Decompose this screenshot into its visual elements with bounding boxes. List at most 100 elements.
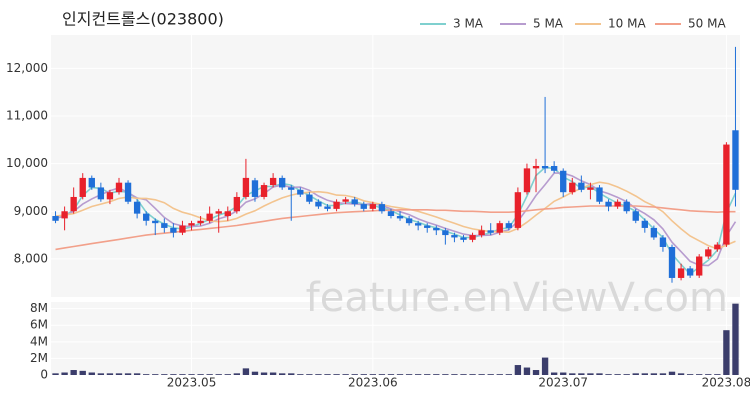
candle-body <box>351 199 358 205</box>
x-tick-label: 2023.07 <box>538 376 588 390</box>
volume-bar <box>550 372 558 375</box>
candle-body <box>705 249 712 257</box>
candle-body <box>532 166 540 169</box>
candle-body <box>451 235 458 238</box>
candle-body <box>487 230 494 233</box>
candle-body <box>251 180 259 197</box>
volume-bar <box>179 374 186 375</box>
candle-body <box>442 230 449 236</box>
candle-body <box>632 211 639 221</box>
candle-body <box>315 201 322 207</box>
candle-body <box>405 218 413 224</box>
volume-bar <box>405 374 413 375</box>
candle-body <box>242 177 250 197</box>
candle-body <box>97 187 105 200</box>
volume-bar <box>315 374 322 375</box>
y-tick-label: 10,000 <box>6 156 48 170</box>
volume-bar <box>532 370 540 375</box>
candle-body <box>133 201 141 214</box>
volume-bar <box>632 373 639 375</box>
candle-body <box>124 182 132 202</box>
x-tick-label: 2023.05 <box>167 376 217 390</box>
volume-bar <box>79 370 86 375</box>
candle-body <box>106 192 114 200</box>
y-tick-label: 9,000 <box>14 204 48 218</box>
candle-body <box>233 196 241 212</box>
volume-bar <box>487 374 494 375</box>
volume-bar <box>578 373 585 375</box>
candle-body <box>143 213 150 221</box>
candle-body <box>460 237 467 240</box>
ma-line <box>55 181 736 250</box>
volume-bar <box>197 374 204 375</box>
volume-bar <box>143 374 150 375</box>
candle-body <box>170 227 177 233</box>
volume-bar <box>723 330 730 375</box>
volume-bar <box>732 303 739 375</box>
volume-bar <box>61 372 68 375</box>
candle-body <box>578 182 585 190</box>
candle-body <box>424 225 431 228</box>
volume-bar <box>288 373 295 375</box>
candle-body <box>152 220 159 224</box>
candle-body <box>587 187 594 190</box>
volume-bar <box>360 374 367 375</box>
volume-bar <box>424 374 431 375</box>
volume-bar <box>378 374 386 375</box>
candle-body <box>569 182 576 193</box>
volume-bar <box>260 372 268 375</box>
y-tick-label: 8,000 <box>14 251 48 265</box>
candle-body <box>88 177 95 188</box>
candle-body <box>269 177 277 186</box>
volume-bar <box>677 373 685 375</box>
volume-bar <box>650 373 658 375</box>
volume-bar <box>387 374 395 375</box>
volume-tick-label: 6M <box>30 318 48 332</box>
volume-bar <box>351 374 358 375</box>
y-tick-label: 12,000 <box>6 61 48 75</box>
candle-body <box>523 168 531 193</box>
volume-bar <box>170 374 177 375</box>
volume-bar <box>696 374 703 375</box>
volume-bar <box>659 373 667 375</box>
volume-bar <box>668 371 676 375</box>
volume-bar <box>242 368 250 375</box>
volume-bar <box>523 367 531 375</box>
volume-bar <box>324 374 331 375</box>
volume-bar <box>124 373 132 375</box>
volume-bar <box>396 374 404 375</box>
volume-bar <box>233 373 241 375</box>
candle-body <box>288 187 295 190</box>
volume-bar <box>342 374 349 375</box>
volume-bar <box>206 374 213 375</box>
x-tick-label: 2023.06 <box>348 376 398 390</box>
volume-bar <box>478 374 485 375</box>
candle-body <box>279 177 286 188</box>
volume-bar <box>623 374 630 375</box>
watermark: feature.enViewV.com <box>306 275 728 321</box>
volume-bar <box>469 374 476 375</box>
candle-body <box>360 204 367 209</box>
ma-line <box>55 205 736 251</box>
candle-body <box>677 268 685 278</box>
legend-label: 50 MA <box>688 17 726 31</box>
volume-bar <box>541 357 549 375</box>
ma-line <box>55 166 737 276</box>
volume-tick-label: 2M <box>30 351 48 365</box>
candle-body <box>659 237 667 247</box>
volume-bar <box>152 374 159 375</box>
volume-bar <box>224 374 231 375</box>
volume-tick-label: 8M <box>30 301 48 315</box>
candle-body <box>333 201 340 209</box>
volume-bar <box>442 374 449 375</box>
volume-bar <box>70 370 77 375</box>
volume-bar <box>686 374 694 375</box>
volume-bar <box>269 372 277 375</box>
volume-panel <box>51 302 740 375</box>
candle-body <box>723 144 730 245</box>
candle-body <box>496 223 503 233</box>
candle-body <box>623 201 630 212</box>
volume-bar <box>705 374 712 375</box>
volume-bar <box>133 373 141 375</box>
